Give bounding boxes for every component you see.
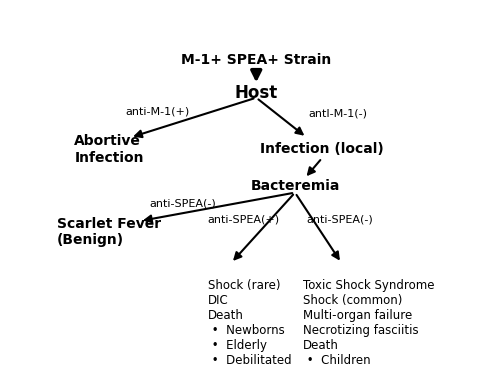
Text: Host: Host (234, 84, 278, 101)
Text: anti-SPEA(-): anti-SPEA(-) (306, 215, 373, 225)
Text: anti-SPEA(-): anti-SPEA(-) (149, 199, 216, 209)
Text: M-1+ SPEA+ Strain: M-1+ SPEA+ Strain (181, 53, 332, 67)
Text: antI-M-1(-): antI-M-1(-) (308, 108, 368, 118)
Text: Shock (rare)
DIC
Death
 •  Newborns
 •  Elderly
 •  Debilitated
 •  Compromised: Shock (rare) DIC Death • Newborns • Elde… (208, 279, 308, 369)
Text: anti-M-1(+): anti-M-1(+) (126, 106, 190, 116)
Text: Bacteremia: Bacteremia (250, 179, 340, 193)
Text: anti-SPEA(+): anti-SPEA(+) (208, 215, 280, 225)
Text: Infection (local): Infection (local) (260, 142, 384, 156)
Text: Scarlet Fever
(Benign): Scarlet Fever (Benign) (57, 217, 161, 247)
Text: Abortive
Infection: Abortive Infection (74, 134, 144, 165)
Text: Toxic Shock Syndrome
Shock (common)
Multi-organ failure
Necrotizing fasciitis
De: Toxic Shock Syndrome Shock (common) Mult… (303, 279, 434, 369)
